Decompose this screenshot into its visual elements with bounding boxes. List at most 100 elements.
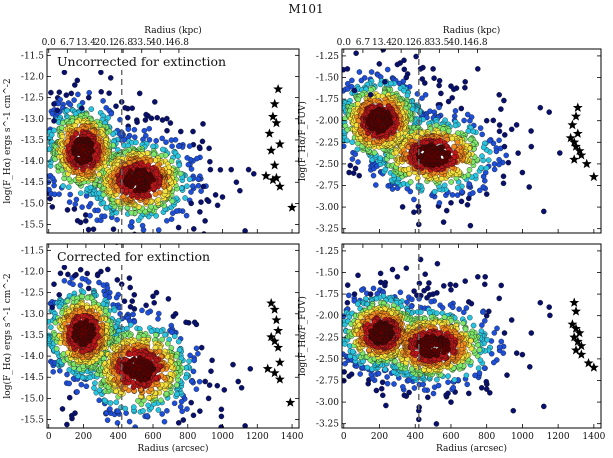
y-axis-label: log(F_Hα/F_FUV): [297, 101, 308, 181]
y-tick-label: -13.0: [21, 310, 44, 320]
y-tick-label: -1.25: [316, 52, 339, 62]
y-tick-label: -11.5: [21, 246, 44, 256]
scatter-point: [367, 87, 374, 93]
scatter-point: [107, 400, 114, 406]
scatter-point: [515, 150, 521, 156]
scatter-point: [458, 105, 465, 112]
scatter-point: [451, 377, 458, 383]
scatter-point: [146, 137, 153, 143]
scatter-point: [467, 118, 473, 124]
scatter-point: [425, 394, 431, 401]
scatter-point: [145, 309, 151, 316]
scatter-point: [433, 421, 440, 427]
scatter-point: [128, 209, 135, 216]
scatter-point: [67, 101, 74, 108]
scatter-point: [445, 390, 451, 397]
scatter-point: [411, 288, 417, 294]
scatter-point: [355, 159, 361, 165]
scatter-point: [48, 324, 54, 330]
scatter-point: [77, 156, 83, 163]
scatter-point: [100, 200, 107, 206]
scatter-point: [498, 338, 505, 345]
scatter-point: [496, 128, 503, 135]
scatter-point: [159, 117, 166, 123]
scatter-point: [64, 298, 71, 304]
scatter-point: [201, 231, 207, 233]
scatter-point: [496, 122, 503, 128]
scatter-point: [485, 157, 492, 163]
scatter-point: [348, 83, 355, 90]
scatter-point: [459, 188, 465, 195]
scatter-point: [461, 309, 467, 316]
y-axis-label: log(F_Hα) ergs s^-1 cm^-2: [2, 78, 13, 203]
top-tick-label: 13.4: [372, 38, 392, 48]
star-marker: [565, 132, 576, 143]
top-tick-label: 6.7: [60, 38, 75, 48]
scatter-point: [422, 92, 429, 98]
scatter-point: [56, 89, 63, 95]
scatter-point: [464, 381, 470, 388]
scatter-point: [107, 75, 114, 81]
outlier-point: [483, 191, 490, 197]
scatter-point: [356, 69, 363, 75]
scatter-point: [131, 404, 137, 410]
scatter-point: [188, 189, 194, 195]
outlier-point: [367, 92, 374, 98]
outlier-point: [242, 228, 248, 233]
scatter-point: [70, 281, 76, 288]
scatter-point: [513, 350, 520, 356]
y-tick-label: -12.0: [21, 267, 44, 277]
star-marker: [271, 172, 282, 183]
scatter-point: [501, 97, 507, 104]
scatter-point: [131, 319, 138, 325]
star-marker: [581, 158, 592, 169]
scatter-point: [187, 352, 193, 359]
y-tick-label: -12.0: [21, 72, 44, 82]
scatter-point: [154, 114, 160, 121]
scatter-point: [408, 366, 415, 372]
outlier-point: [172, 311, 179, 317]
scatter-point: [477, 357, 484, 363]
scatter-point: [175, 420, 182, 426]
scatter-point: [80, 147, 87, 153]
scatter-point: [401, 66, 408, 73]
scatter-point: [378, 385, 385, 392]
scatter-point: [195, 182, 202, 189]
scatter-point: [159, 135, 165, 142]
scatter-point: [510, 407, 517, 414]
outlier-point: [54, 107, 61, 114]
scatter-point: [467, 136, 474, 143]
scatter-point: [96, 397, 102, 404]
outlier-point: [178, 128, 184, 135]
scatter-point: [104, 285, 111, 291]
scatter-point: [114, 216, 120, 223]
scatter-point: [100, 191, 107, 198]
scatter-point: [106, 90, 112, 96]
scatter-point: [406, 377, 412, 383]
scatter-point: [368, 69, 375, 75]
scatter-point: [48, 89, 54, 96]
y-tick-label: -2.75: [316, 181, 339, 191]
scatter-point: [491, 166, 498, 173]
star-marker: [287, 202, 297, 212]
scatter-point: [79, 204, 85, 210]
scatter-point: [129, 219, 135, 225]
outlier-point: [191, 319, 198, 326]
star-marker: [268, 111, 278, 121]
scatter-point: [479, 322, 485, 328]
scatter-point: [373, 182, 379, 188]
scatter-point: [173, 353, 180, 360]
scatter-point: [125, 114, 131, 121]
scatter-point: [78, 381, 85, 388]
scatter-point: [71, 206, 78, 212]
scatter-point: [128, 434, 133, 439]
scatter-point: [491, 161, 498, 167]
outlier-point: [207, 166, 214, 173]
scatter-point: [401, 392, 408, 399]
scatter-point: [421, 287, 427, 294]
scatter-point: [490, 117, 497, 124]
scatter-point: [110, 226, 117, 232]
scatter-point: [195, 176, 201, 182]
scatter-point: [384, 374, 390, 380]
outlier-point: [209, 357, 215, 364]
